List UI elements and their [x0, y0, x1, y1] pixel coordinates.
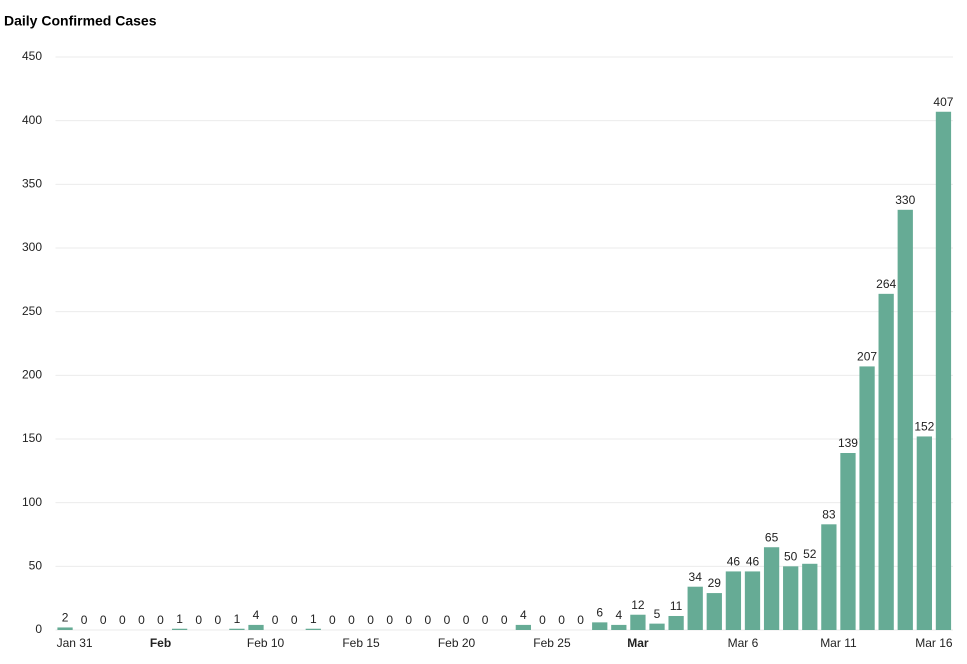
- x-tick-label: Feb 20: [438, 636, 476, 650]
- value-label: 0: [425, 613, 432, 627]
- x-tick-label: Mar 11: [820, 636, 857, 650]
- value-label: 11: [670, 599, 683, 613]
- chart-title: Daily Confirmed Cases: [4, 13, 157, 29]
- value-label: 29: [708, 576, 722, 590]
- y-tick-label: 450: [22, 49, 42, 63]
- value-label: 46: [746, 555, 760, 569]
- value-label: 139: [838, 436, 858, 450]
- bar: [649, 623, 665, 630]
- bar: [305, 628, 321, 630]
- value-label: 264: [876, 277, 896, 291]
- y-tick-label: 200: [22, 368, 42, 382]
- value-label: 4: [615, 608, 622, 622]
- x-tick-label: Jan 31: [57, 636, 93, 650]
- bar: [515, 624, 531, 630]
- value-label: 407: [933, 95, 953, 109]
- value-label: 0: [291, 613, 298, 627]
- value-label: 0: [119, 613, 126, 627]
- x-tick-label: Feb 15: [342, 636, 380, 650]
- bar: [821, 524, 837, 630]
- bar: [171, 628, 188, 630]
- value-label: 65: [765, 530, 779, 544]
- value-label: 2: [62, 611, 69, 625]
- value-label: 0: [195, 613, 202, 627]
- value-label: 0: [214, 613, 221, 627]
- value-label: 83: [822, 507, 836, 521]
- bar: [725, 571, 742, 630]
- value-label: 0: [348, 613, 355, 627]
- bar: [859, 366, 875, 630]
- bar: [897, 209, 913, 631]
- value-label: 330: [895, 193, 915, 207]
- bar: [248, 624, 264, 630]
- value-label: 0: [386, 613, 393, 627]
- y-tick-label: 300: [22, 240, 42, 254]
- value-label: 4: [520, 608, 527, 622]
- value-label: 0: [329, 613, 336, 627]
- y-tick-label: 250: [22, 304, 42, 318]
- y-tick-label: 150: [22, 431, 42, 445]
- value-label: 5: [654, 607, 661, 621]
- bar: [611, 624, 627, 630]
- value-label: 0: [405, 613, 412, 627]
- bar: [687, 586, 703, 630]
- y-tick-label: 0: [35, 622, 42, 636]
- value-label: 0: [81, 613, 88, 627]
- value-label: 152: [914, 420, 934, 434]
- value-label: 0: [539, 613, 546, 627]
- value-label: 34: [689, 570, 703, 584]
- value-label: 0: [463, 613, 470, 627]
- value-label: 4: [253, 608, 260, 622]
- y-tick-label: 50: [29, 559, 43, 573]
- value-label: 1: [176, 612, 183, 626]
- bar: [878, 293, 894, 630]
- bar: [935, 111, 952, 630]
- value-label: 0: [138, 613, 145, 627]
- x-tick-label: Feb 10: [247, 636, 285, 650]
- value-label: 50: [784, 550, 798, 564]
- bar: [229, 628, 245, 630]
- bar: [763, 547, 780, 630]
- value-label: 0: [577, 613, 584, 627]
- x-tick-label: Mar 16: [915, 636, 953, 650]
- value-label: 207: [857, 350, 877, 364]
- bar: [744, 571, 761, 630]
- y-tick-label: 100: [22, 495, 42, 509]
- value-label: 46: [727, 555, 741, 569]
- value-label: 1: [310, 612, 317, 626]
- x-tick-label: Feb: [150, 636, 171, 650]
- x-tick-label: Mar: [627, 636, 649, 650]
- value-label: 1: [234, 612, 241, 626]
- x-tick-label: Feb 25: [533, 636, 571, 650]
- value-label: 0: [100, 613, 107, 627]
- bar: [668, 615, 684, 630]
- bar: [840, 453, 856, 630]
- bar: [783, 566, 799, 630]
- value-label: 6: [596, 606, 603, 620]
- value-label: 0: [482, 613, 489, 627]
- x-tick-label: Mar 6: [728, 636, 759, 650]
- y-tick-label: 350: [22, 177, 42, 191]
- value-label: 12: [631, 598, 645, 612]
- bar: [706, 593, 722, 630]
- bar: [630, 614, 646, 630]
- bar: [57, 627, 73, 630]
- y-tick-label: 400: [22, 113, 42, 127]
- value-label: 0: [157, 613, 164, 627]
- value-label: 0: [558, 613, 565, 627]
- bar: [916, 436, 932, 630]
- bar: [802, 563, 818, 630]
- value-label: 0: [501, 613, 508, 627]
- value-label: 52: [803, 547, 817, 561]
- value-label: 0: [444, 613, 451, 627]
- value-label: 0: [272, 613, 279, 627]
- bar: [592, 622, 608, 630]
- value-label: 0: [367, 613, 374, 627]
